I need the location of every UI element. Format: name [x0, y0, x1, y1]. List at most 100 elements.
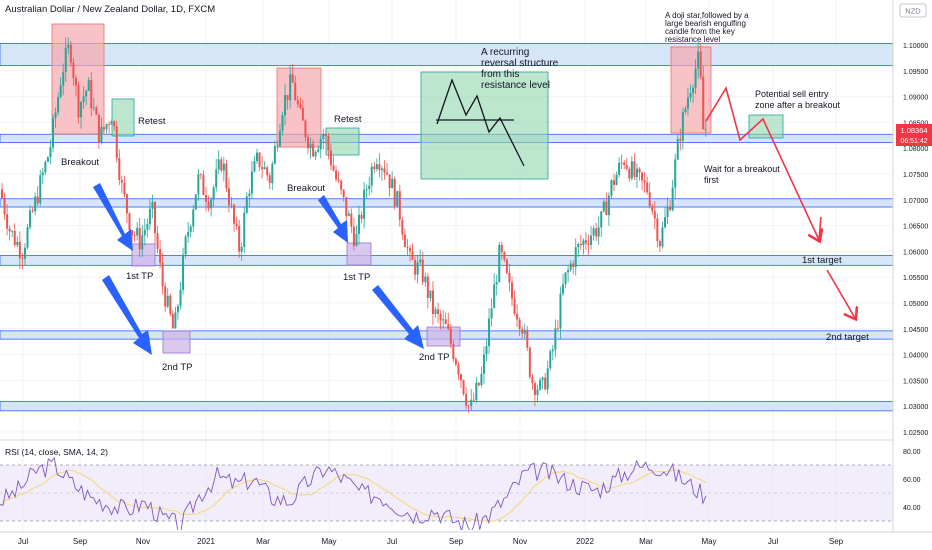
- rsi-panel: RSI (14, close, SMA, 14, 2) 80.00 60.00 40…: [0, 447, 921, 530]
- price-tick-5: 1.07500: [903, 172, 928, 179]
- candle: [643, 172, 646, 193]
- pattern-note: A recurring reversal structure from this…: [481, 47, 561, 91]
- candle: [11, 230, 14, 238]
- candle: [411, 243, 414, 261]
- candle: [159, 240, 162, 269]
- candle: [653, 200, 656, 230]
- candle: [470, 389, 473, 411]
- candle: [235, 216, 238, 230]
- doji-note-line-2: large bearish engulfing: [665, 19, 746, 28]
- candle: [584, 232, 587, 250]
- candle: [131, 229, 134, 243]
- currency-badge[interactable]: NZD: [899, 3, 927, 18]
- candle: [281, 111, 284, 136]
- candle: [615, 171, 618, 186]
- candle: [641, 171, 644, 191]
- candle: [304, 119, 307, 141]
- candle: [199, 172, 202, 180]
- candle: [498, 242, 501, 283]
- candle: [146, 218, 149, 238]
- candle: [559, 286, 562, 340]
- sell-zone-note-line-1: Potential sell entry: [755, 89, 829, 99]
- candle: [332, 155, 335, 172]
- time-tick-6: Jul: [387, 537, 397, 546]
- candle: [77, 81, 80, 124]
- candle: [243, 206, 246, 253]
- doji-note-line-1: A doji star,followed by a: [665, 11, 749, 20]
- candle: [574, 238, 577, 276]
- candle: [31, 206, 34, 213]
- candle: [3, 192, 6, 220]
- candle: [253, 156, 256, 173]
- candle: [352, 217, 355, 251]
- reversal-pattern-drawing: [436, 78, 525, 167]
- candle: [597, 216, 600, 245]
- doji-note-line-4: resistance level: [665, 35, 720, 44]
- candle: [312, 139, 315, 158]
- symbol-title[interactable]: Australian Dollar / New Zealand Dollar, …: [5, 4, 215, 15]
- sell-zone-note-line-2: zone after a breakout: [755, 100, 841, 110]
- sell-zone-note: Potential sell entry zone after a breako…: [755, 89, 841, 110]
- candle: [307, 134, 309, 154]
- tp-box-1-mid: [346, 242, 372, 266]
- candle: [452, 339, 455, 362]
- candle: [151, 194, 154, 219]
- zone-4: [0, 255, 893, 266]
- price-tick-8: 1.06000: [903, 249, 928, 256]
- candle: [449, 323, 452, 349]
- price-tick-15: 1.02500: [903, 430, 928, 437]
- candle: [610, 179, 613, 200]
- target-1-label: 1st target: [802, 255, 842, 266]
- candle: [403, 228, 406, 248]
- arrow-blue-3: [318, 195, 348, 243]
- candle: [669, 200, 672, 212]
- candle: [210, 196, 213, 217]
- candle: [704, 118, 707, 137]
- candle: [625, 157, 628, 171]
- candle: [567, 266, 570, 283]
- projection-path: [705, 85, 855, 318]
- candle: [495, 274, 498, 296]
- candle: [516, 304, 519, 328]
- price-tick-2: 1.09000: [903, 95, 928, 102]
- breakout-label-right: Breakout: [287, 183, 325, 194]
- candle: [661, 221, 664, 249]
- candle: [49, 139, 52, 165]
- time-axis[interactable]: Jul Sep Nov 2021 Mar May Jul Sep Nov 2022 Mar May Ju…: [18, 537, 844, 546]
- candle: [541, 376, 544, 390]
- candle: [554, 319, 557, 358]
- candle: [658, 239, 661, 252]
- candle: [409, 244, 411, 262]
- candle: [289, 64, 292, 109]
- candle: [317, 145, 320, 153]
- candle: [133, 231, 136, 242]
- candle: [684, 105, 687, 115]
- candle: [551, 344, 554, 361]
- candle: [375, 158, 378, 172]
- candle: [396, 190, 399, 207]
- candle: [365, 184, 368, 199]
- candle: [431, 281, 434, 326]
- candle: [16, 236, 19, 248]
- candle: [526, 325, 529, 351]
- candle: [689, 84, 692, 102]
- rsi-label[interactable]: RSI (14, close, SMA, 14, 2): [5, 447, 108, 457]
- price-tick-6: 1.07000: [903, 198, 928, 205]
- rsi-line: [0, 456, 707, 530]
- retest-label-left: Retest: [138, 116, 166, 127]
- time-tick-9: 2022: [576, 537, 594, 546]
- candle: [148, 198, 151, 231]
- time-tick-12: Jul: [768, 537, 778, 546]
- candle: [286, 95, 289, 110]
- candle: [648, 182, 651, 209]
- candle: [569, 260, 572, 272]
- candle: [108, 120, 111, 134]
- candle: [528, 346, 531, 379]
- candle: [57, 92, 60, 116]
- doji-box-right: [670, 46, 712, 134]
- price-axis[interactable]: 1.10000 1.09500 1.09000 1.08500 1.08000 1.075…: [903, 43, 928, 437]
- candle: [342, 189, 345, 202]
- candle: [462, 379, 465, 396]
- retest-label-right: Retest: [334, 114, 362, 125]
